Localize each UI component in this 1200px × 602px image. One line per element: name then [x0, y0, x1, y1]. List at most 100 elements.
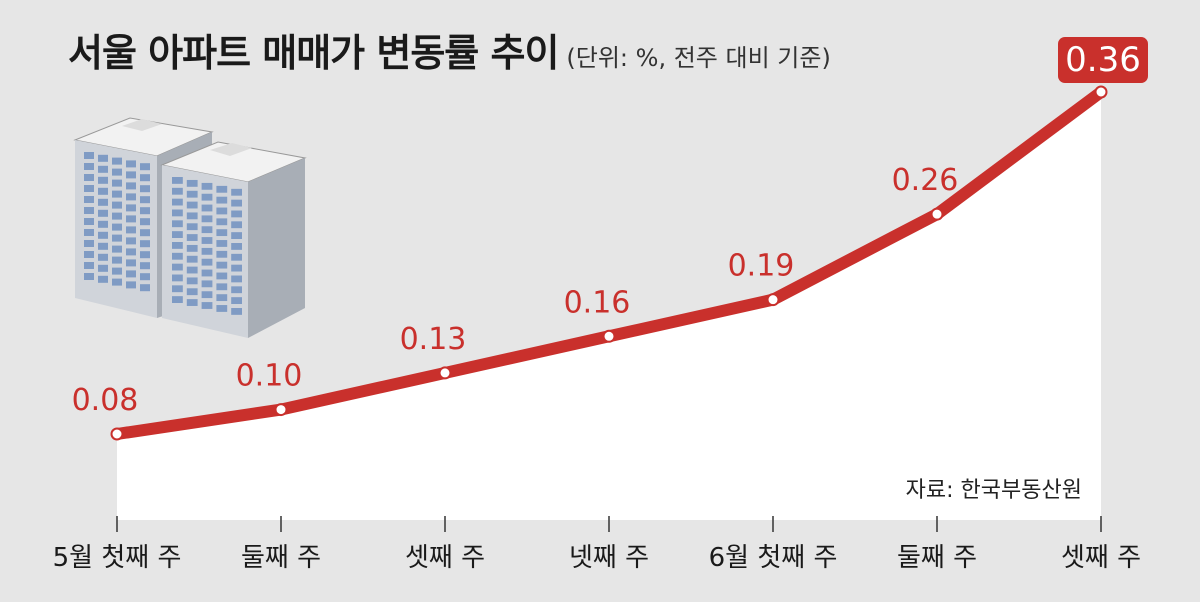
window-pane	[186, 223, 198, 231]
data-point	[930, 207, 944, 221]
x-tick-label: 둘째 주	[897, 543, 977, 573]
window-pane	[172, 187, 183, 195]
x-tick-label: 셋째 주	[405, 543, 485, 573]
window-pane	[112, 168, 122, 176]
window-pane	[172, 198, 183, 206]
window-pane	[201, 215, 213, 223]
window-pane	[231, 286, 242, 294]
window-pane	[84, 185, 94, 192]
area-fill	[117, 92, 1101, 520]
window-pane	[186, 201, 198, 209]
window-pane	[140, 218, 150, 226]
window-pane	[186, 190, 198, 198]
window-pane	[126, 237, 136, 245]
window-pane	[201, 269, 213, 277]
window-pane	[231, 210, 242, 218]
window-pane	[98, 275, 108, 283]
window-pane	[186, 288, 198, 296]
window-pane	[126, 193, 136, 201]
window-pane	[216, 250, 228, 258]
window-pane	[140, 163, 150, 171]
window-pane	[98, 176, 108, 184]
window-pane	[231, 275, 242, 283]
window-pane	[186, 212, 198, 220]
apartment-buildings-icon	[73, 117, 307, 338]
window-pane	[140, 207, 150, 215]
window-pane	[172, 274, 183, 282]
window-pane	[172, 296, 183, 303]
window-pane	[84, 251, 94, 258]
window-pane	[140, 262, 150, 270]
window-pane	[172, 231, 183, 238]
window-pane	[186, 179, 198, 187]
window-pane	[172, 285, 183, 293]
window-pane	[231, 253, 242, 261]
window-pane	[186, 266, 198, 274]
window-pane	[172, 177, 183, 184]
source-note: 자료: 한국부동산원	[906, 478, 1082, 503]
window-pane	[126, 204, 136, 212]
window-pane	[216, 305, 228, 312]
window-pane	[231, 221, 242, 229]
window-pane	[98, 253, 108, 261]
window-pane	[84, 229, 94, 236]
window-pane	[98, 264, 108, 272]
chart-title: 서울 아파트 매매가 변동률 추이	[68, 31, 559, 75]
window-pane	[201, 182, 213, 190]
window-pane	[231, 297, 242, 305]
window-pane	[186, 255, 198, 263]
data-label: 0.19	[728, 249, 795, 284]
x-tick-label: 6월 첫째 주	[709, 543, 838, 573]
window-pane	[126, 226, 136, 234]
window-pane	[98, 165, 108, 173]
data-points	[110, 85, 1108, 441]
window-pane	[231, 308, 242, 315]
window-pane	[112, 245, 122, 253]
window-pane	[126, 171, 136, 179]
window-pane	[84, 207, 94, 214]
window-pane	[172, 220, 183, 228]
window-pane	[98, 198, 108, 206]
window-pane	[201, 247, 213, 255]
window-pane	[216, 240, 228, 247]
window-pane	[216, 218, 228, 226]
data-label: 0.10	[236, 359, 303, 394]
window-pane	[112, 212, 122, 220]
window-pane	[84, 262, 94, 269]
window-pane	[98, 187, 108, 195]
x-tick-label: 넷째 주	[569, 543, 649, 573]
window-pane	[140, 273, 150, 281]
window-pane	[231, 199, 242, 207]
window-pane	[112, 223, 122, 231]
highlight-badge-box	[1058, 37, 1148, 83]
window-pane	[140, 240, 150, 248]
window-pane	[98, 220, 108, 228]
x-tick-label: 둘째 주	[241, 543, 321, 573]
window-pane	[216, 294, 228, 302]
window-pane	[140, 284, 150, 292]
window-pane	[84, 196, 94, 203]
data-point	[1094, 85, 1108, 99]
x-axis: 5월 첫째 주 둘째 주 셋째 주 넷째 주 6월 첫째 주 둘째 주 셋째 주	[53, 516, 1141, 573]
x-tick-label: 셋째 주	[1061, 543, 1141, 573]
title-block: 서울 아파트 매매가 변동률 추이 (단위: %, 전주 대비 기준)	[68, 22, 831, 77]
data-labels: 0.08 0.10 0.13 0.16 0.19 0.26 0.36	[72, 37, 1148, 418]
data-label: 0.13	[400, 322, 467, 357]
highlight-badge: 0.36	[1058, 37, 1148, 83]
window-pane	[201, 302, 213, 309]
window-pane	[112, 234, 122, 242]
window-pane	[126, 182, 136, 190]
window-pane	[112, 190, 122, 198]
data-point	[438, 366, 452, 380]
window-pane	[112, 256, 122, 264]
window-pane	[186, 244, 198, 252]
window-pane	[84, 152, 94, 159]
data-point	[110, 427, 124, 441]
window-pane	[186, 299, 198, 306]
window-pane	[201, 291, 213, 299]
area-layer	[117, 92, 1101, 520]
window-pane	[140, 251, 150, 259]
window-pane	[140, 174, 150, 182]
